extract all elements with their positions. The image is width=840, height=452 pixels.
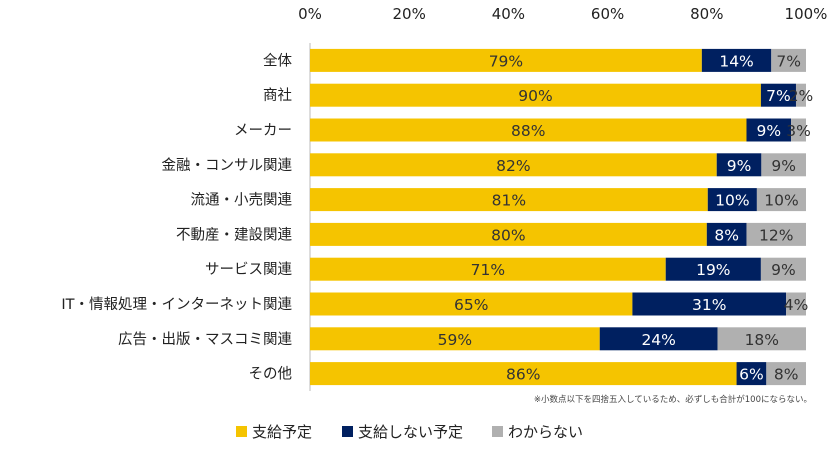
data-label: 7% xyxy=(766,87,791,105)
bar-segment xyxy=(706,222,747,246)
bar-segment xyxy=(632,292,787,316)
x-tick-label: 0% xyxy=(298,5,322,23)
x-tick-label: 20% xyxy=(393,5,426,23)
data-label: 7% xyxy=(776,52,801,70)
data-label: 31% xyxy=(692,296,726,314)
bar-segment xyxy=(310,153,717,177)
legend-label: わからない xyxy=(508,423,583,441)
category-label: 広告・出版・マスコミ関連 xyxy=(118,331,292,348)
data-label: 2% xyxy=(789,87,814,105)
bar-segment xyxy=(795,83,806,107)
category-label: 全体 xyxy=(263,51,292,69)
data-label: 71% xyxy=(471,261,505,279)
data-label: 9% xyxy=(771,261,796,279)
bar-segment xyxy=(766,362,806,386)
data-label: 8% xyxy=(774,366,799,384)
bar-segment xyxy=(707,188,757,212)
bar-segment xyxy=(599,327,718,351)
data-label: 82% xyxy=(496,157,530,175)
bar-segment xyxy=(665,257,761,281)
category-label: 不動産・建設関連 xyxy=(176,226,292,243)
x-tick-label: 100% xyxy=(785,5,828,23)
bar-segment xyxy=(310,48,702,72)
bar-segment xyxy=(701,48,772,72)
bar-segment xyxy=(736,362,767,386)
bar-segment xyxy=(310,188,708,212)
bar-segment xyxy=(786,292,806,316)
data-label: 6% xyxy=(739,366,764,384)
data-label: 19% xyxy=(696,261,730,279)
data-label: 14% xyxy=(719,52,753,70)
data-label: 9% xyxy=(757,122,782,140)
footnote: ※小数点以下を四捨五入しているため、必ずしも合計が100にならない。 xyxy=(534,394,812,405)
data-label: 86% xyxy=(506,366,540,384)
bar-segment xyxy=(716,153,762,177)
data-label: 8% xyxy=(714,226,739,244)
legend-swatch xyxy=(342,426,353,437)
data-label: 10% xyxy=(764,192,798,210)
x-tick-label: 40% xyxy=(492,5,525,23)
bar-segment xyxy=(310,327,600,351)
x-tick-label: 60% xyxy=(591,5,624,23)
data-label: 4% xyxy=(784,296,809,314)
bar-segment xyxy=(310,83,761,107)
category-label: メーカー xyxy=(234,123,292,139)
data-label: 24% xyxy=(641,331,675,349)
bar-segment xyxy=(791,118,806,142)
category-label: その他 xyxy=(249,366,293,383)
data-label: 3% xyxy=(786,122,811,140)
bar-segment xyxy=(746,118,792,142)
bar-segment xyxy=(310,292,633,316)
bar-segment xyxy=(310,257,666,281)
category-label: 商社 xyxy=(263,87,292,104)
data-label: 65% xyxy=(454,296,488,314)
bar-segment xyxy=(310,222,707,246)
bar-segment xyxy=(717,327,806,351)
category-label: サービス関連 xyxy=(205,261,292,278)
legend-swatch xyxy=(236,426,247,437)
data-label: 88% xyxy=(511,122,545,140)
data-label: 9% xyxy=(771,157,796,175)
bar-segment xyxy=(310,118,747,142)
bar-segment xyxy=(760,257,806,281)
bar-segment xyxy=(760,83,796,107)
data-label: 12% xyxy=(759,226,793,244)
category-label: 流通・小売関連 xyxy=(191,192,293,209)
data-label: 59% xyxy=(438,331,472,349)
bar-segment xyxy=(746,222,806,246)
legend-swatch xyxy=(492,426,503,437)
category-label: 金融・コンサル関連 xyxy=(162,157,293,174)
bar-segment xyxy=(310,362,737,386)
data-label: 90% xyxy=(518,87,552,105)
data-label: 79% xyxy=(489,52,523,70)
legend-label: 支給予定 xyxy=(252,423,312,441)
data-label: 80% xyxy=(491,226,525,244)
data-label: 81% xyxy=(492,192,526,210)
data-label: 10% xyxy=(715,192,749,210)
data-label: 9% xyxy=(727,157,752,175)
bar-segment xyxy=(756,188,806,212)
category-label: IT・情報処理・インターネット関連 xyxy=(61,296,292,313)
bar-segment xyxy=(771,48,806,72)
bar-segment xyxy=(761,153,806,177)
data-label: 18% xyxy=(745,331,779,349)
legend-label: 支給しない予定 xyxy=(358,423,463,441)
x-tick-label: 80% xyxy=(690,5,723,23)
